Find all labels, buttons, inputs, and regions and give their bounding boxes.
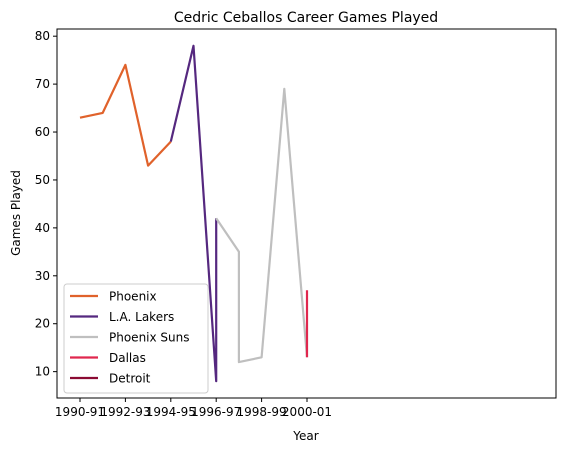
- y-axis: 10 20 30 40 50 60 70 80: [35, 29, 57, 379]
- y-tick-label: 30: [35, 269, 50, 283]
- x-tick-label: 1996-97: [191, 405, 241, 419]
- x-axis: 1990-911992-931994-951996-971998-992000-…: [55, 398, 332, 419]
- series-line-1: [169, 44, 218, 383]
- series-line-2: [215, 87, 309, 364]
- legend-box: [63, 283, 209, 394]
- x-tick-label: 1994-95: [146, 405, 196, 419]
- series-lines: [79, 44, 309, 383]
- x-tick-label: 2000-01: [282, 405, 332, 419]
- y-tick-label: 60: [35, 125, 50, 139]
- y-axis-label: Games Played: [9, 170, 23, 256]
- legend-label: Dallas: [109, 351, 146, 365]
- legend-label: Detroit: [109, 372, 151, 386]
- legend-label: Phoenix: [109, 290, 157, 304]
- chart-title: Cedric Ceballos Career Games Played: [174, 10, 438, 26]
- legend-label: L.A. Lakers: [109, 310, 174, 324]
- x-axis-label: Year: [292, 429, 318, 443]
- y-tick-label: 40: [35, 221, 50, 235]
- y-tick-label: 50: [35, 173, 50, 187]
- y-tick-label: 10: [35, 365, 50, 379]
- x-tick-label: 1998-99: [237, 405, 287, 419]
- legend-label: Phoenix Suns: [109, 331, 190, 345]
- legend: Phoenix L.A. Lakers Phoenix Suns Dallas Detr…: [63, 283, 209, 394]
- y-tick-label: 20: [35, 317, 50, 331]
- y-tick-label: 70: [35, 77, 50, 91]
- y-tick-label: 80: [35, 29, 50, 43]
- x-tick-label: 1990-91: [55, 405, 105, 419]
- x-tick-label: 1992-93: [100, 405, 150, 419]
- series-line-0: [79, 63, 172, 167]
